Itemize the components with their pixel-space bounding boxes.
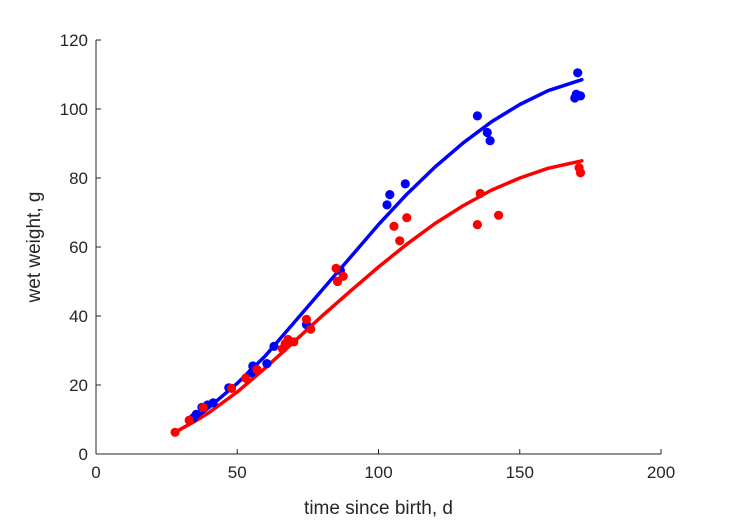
data-point-series-2 bbox=[198, 402, 208, 412]
data-point-series-1 bbox=[400, 179, 410, 189]
data-point-series-2 bbox=[331, 263, 341, 273]
data-point-series-2 bbox=[395, 236, 405, 246]
data-point-series-2 bbox=[475, 188, 485, 199]
x-axis-ticks: 0 50 100 150 200 bbox=[91, 449, 675, 482]
x-tick-label: 50 bbox=[228, 463, 247, 482]
fit-curve-2 bbox=[173, 159, 584, 435]
data-point-series-2 bbox=[301, 314, 312, 324]
y-tick-label: 0 bbox=[79, 445, 88, 464]
x-axis-label: time since birth, d bbox=[304, 498, 453, 519]
x-tick-label: 200 bbox=[647, 463, 675, 482]
data-point-series-2 bbox=[338, 271, 348, 281]
x-tick-label: 100 bbox=[364, 463, 392, 482]
y-tick-label: 100 bbox=[60, 100, 88, 119]
data-point-series-1 bbox=[472, 111, 482, 121]
fit-curves bbox=[173, 77, 584, 435]
y-tick-label: 20 bbox=[69, 376, 88, 395]
data-point-series-1 bbox=[262, 359, 272, 369]
data-point-series-2 bbox=[252, 364, 262, 375]
y-tick-label: 60 bbox=[69, 238, 88, 257]
y-axis-label: wet weight, g bbox=[24, 192, 45, 304]
data-points bbox=[170, 68, 586, 437]
data-point-series-1 bbox=[269, 341, 279, 351]
y-tick-label: 40 bbox=[69, 307, 88, 326]
data-point-series-1 bbox=[382, 200, 392, 210]
y-tick-label: 80 bbox=[69, 169, 88, 188]
data-point-series-1 bbox=[385, 190, 395, 200]
data-point-series-1 bbox=[208, 398, 218, 408]
data-point-series-1 bbox=[573, 68, 583, 78]
data-point-series-1 bbox=[191, 409, 201, 419]
data-point-series-2 bbox=[575, 168, 586, 178]
data-point-series-2 bbox=[170, 427, 180, 437]
data-point-series-1 bbox=[485, 136, 495, 146]
data-point-series-2 bbox=[494, 210, 504, 220]
data-point-series-2 bbox=[402, 213, 412, 223]
data-point-series-2 bbox=[389, 221, 399, 231]
data-point-series-2 bbox=[306, 324, 316, 334]
data-point-series-1 bbox=[482, 127, 492, 138]
data-point-series-2 bbox=[227, 383, 237, 393]
data-point-series-2 bbox=[289, 337, 299, 347]
data-point-series-1 bbox=[575, 91, 586, 101]
data-point-series-2 bbox=[241, 373, 251, 383]
data-point-series-2 bbox=[472, 220, 482, 230]
data-point-series-2 bbox=[184, 415, 194, 425]
y-tick-label: 120 bbox=[60, 31, 88, 50]
x-tick-label: 0 bbox=[91, 463, 100, 482]
plot-area: 0 20 40 60 80 100 120 0 50 100 150 200 bbox=[60, 31, 676, 482]
y-axis-ticks: 0 20 40 60 80 100 120 bbox=[60, 31, 101, 464]
x-tick-label: 150 bbox=[506, 463, 534, 482]
